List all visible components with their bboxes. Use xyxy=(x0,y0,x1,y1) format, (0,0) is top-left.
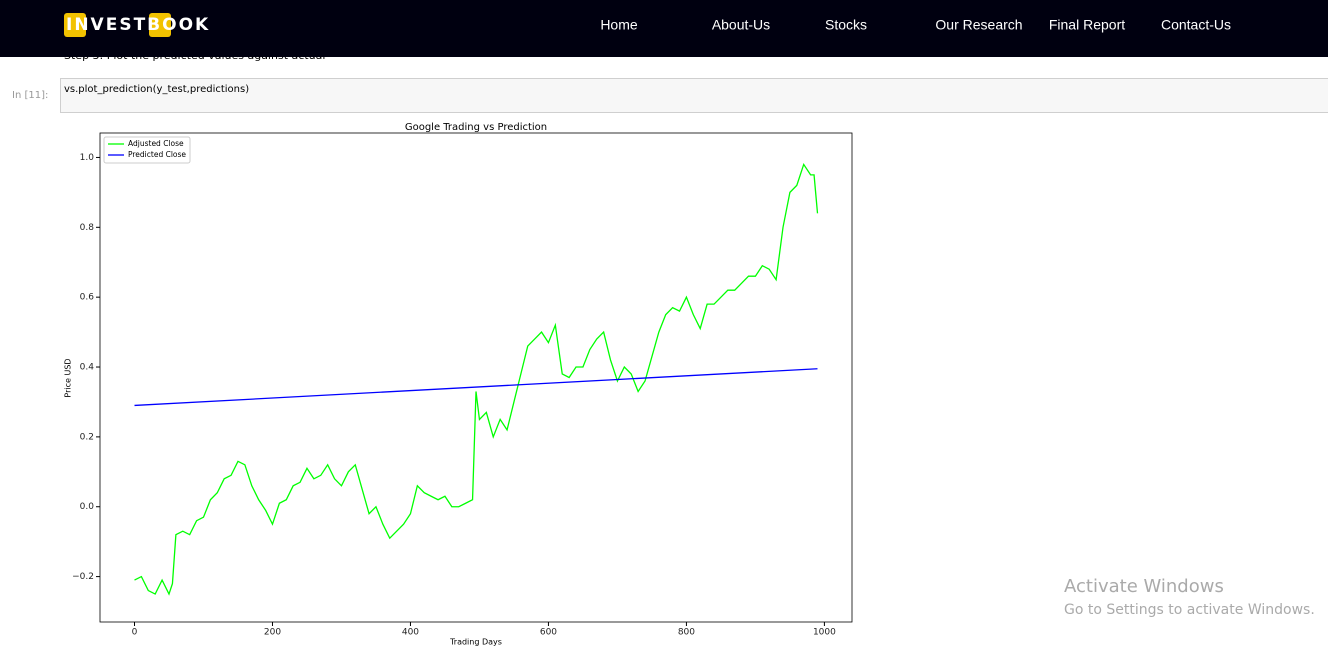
y-axis-label: Price USD xyxy=(64,358,73,397)
x-tick-label: 200 xyxy=(264,628,281,638)
x-tick-label: 600 xyxy=(540,628,557,638)
x-tick-label: 400 xyxy=(402,628,419,638)
y-tick-label: 0.4 xyxy=(80,363,95,373)
nav-link[interactable]: About-Us xyxy=(712,17,770,33)
x-tick-label: 800 xyxy=(678,628,695,638)
watermark-title: Activate Windows xyxy=(1064,576,1224,597)
watermark-subtitle: Go to Settings to activate Windows. xyxy=(1064,602,1315,618)
x-tick-label: 1000 xyxy=(813,628,836,638)
logo[interactable]: INVESTBOOK xyxy=(66,15,210,35)
series-line xyxy=(135,164,818,594)
y-tick-label: 1.0 xyxy=(80,153,95,163)
nav-link[interactable]: Contact-Us xyxy=(1161,17,1231,33)
code: vs.plot_prediction(y_test,predictions) xyxy=(64,84,249,95)
chart-title: Google Trading vs Prediction xyxy=(405,122,547,133)
code-cell[interactable] xyxy=(61,79,1328,113)
legend-label: Adjusted Close xyxy=(128,139,184,148)
legend-label: Predicted Close xyxy=(128,150,186,159)
y-tick-label: −0.2 xyxy=(72,572,94,582)
y-tick-label: 0.2 xyxy=(80,432,94,442)
nav-link[interactable]: Stocks xyxy=(825,17,867,33)
y-tick-label: 0.8 xyxy=(80,223,95,233)
nav-link[interactable]: Final Report xyxy=(1049,17,1125,33)
plot-frame xyxy=(100,133,852,622)
nav-link[interactable]: Home xyxy=(600,17,638,33)
y-tick-label: 0.0 xyxy=(80,502,95,512)
prompt: In [11]: xyxy=(12,90,48,101)
nav-link[interactable]: Our Research xyxy=(935,17,1022,33)
y-tick-label: 0.6 xyxy=(80,293,95,303)
x-axis-label: Trading Days xyxy=(449,638,502,647)
x-tick-label: 0 xyxy=(132,628,138,638)
